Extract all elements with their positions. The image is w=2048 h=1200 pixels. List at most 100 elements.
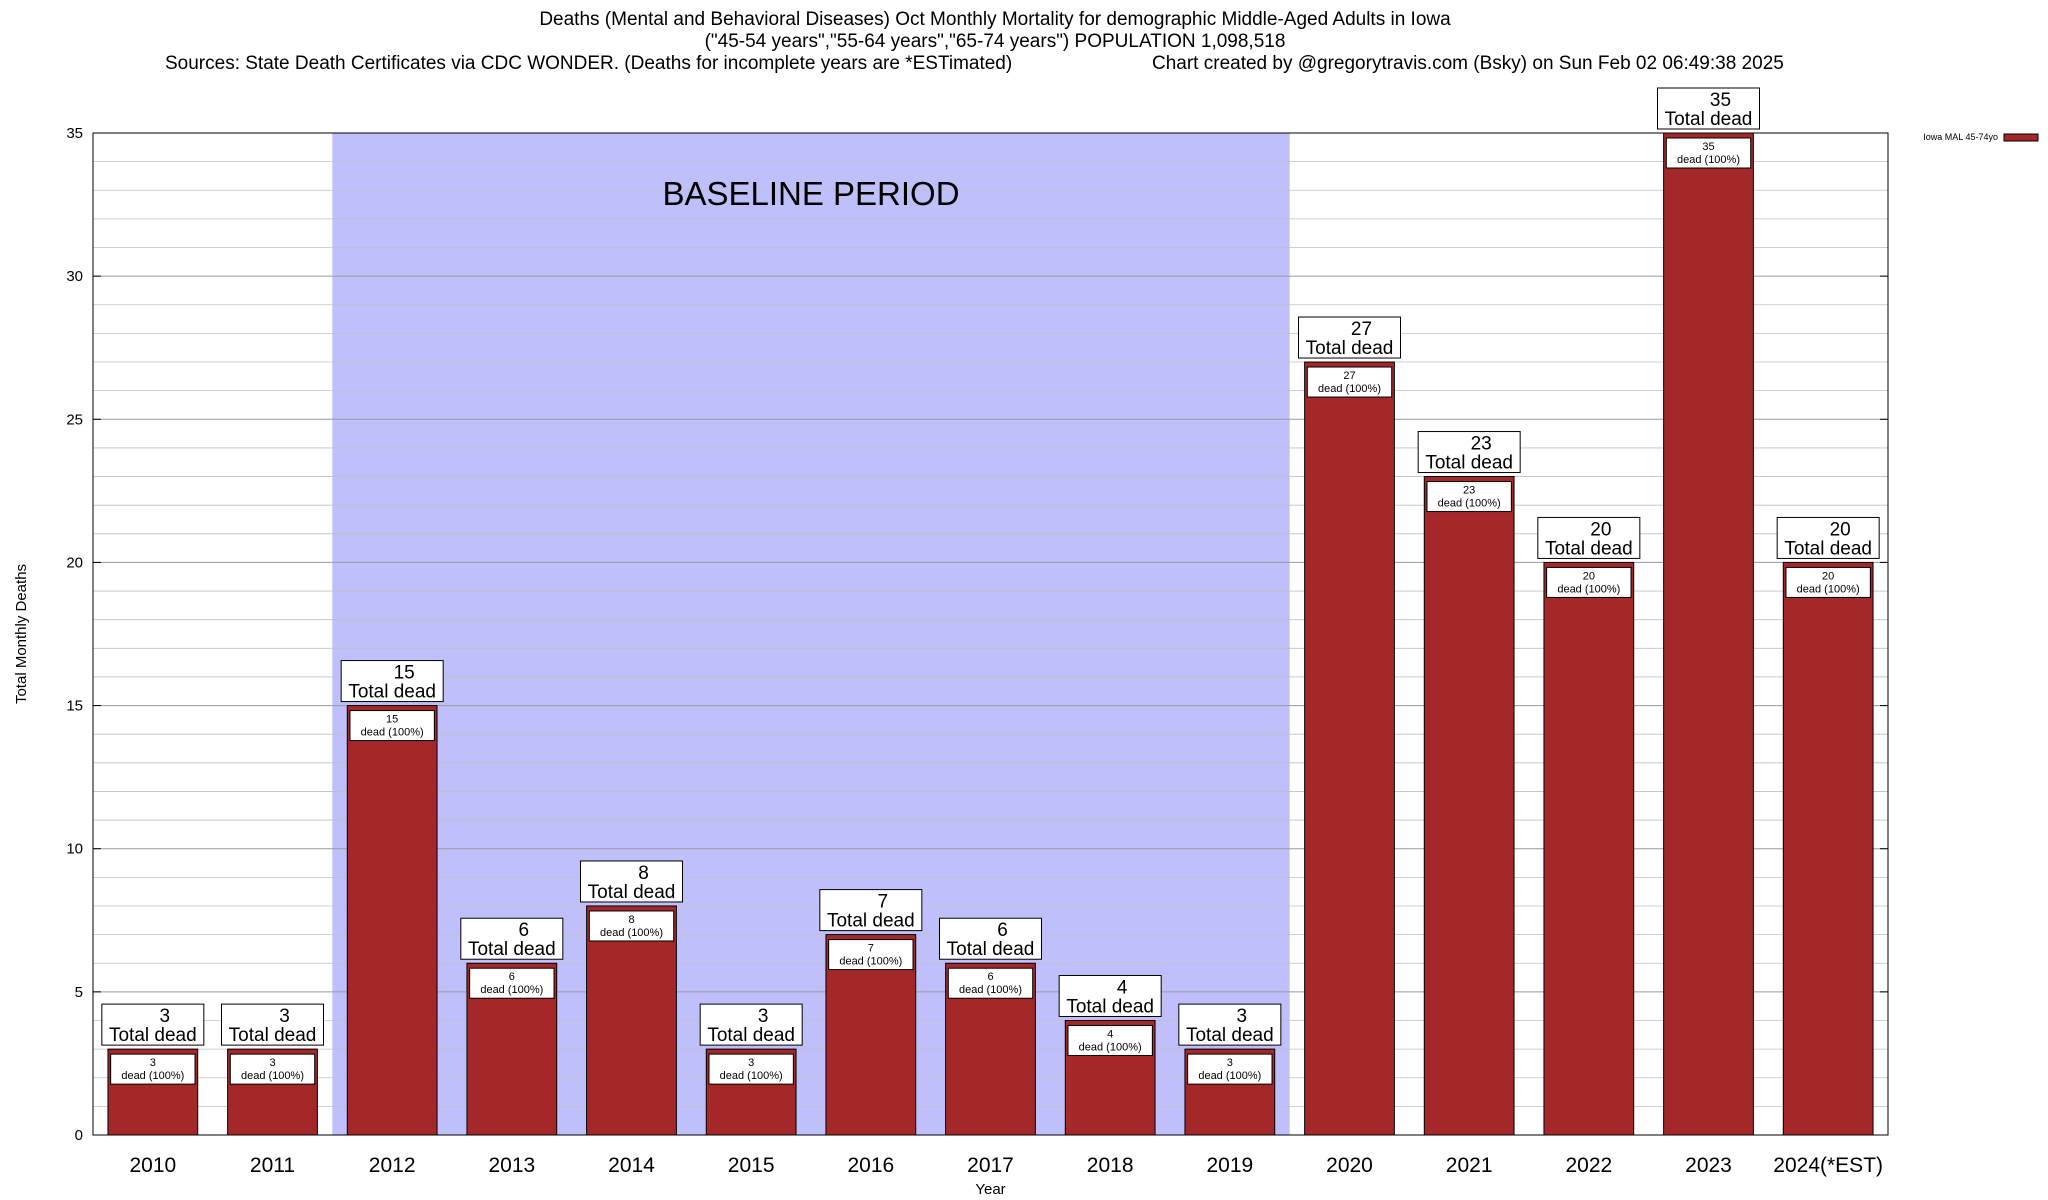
- bar-total-label-box: [699, 1003, 803, 1046]
- bar-inner-value-label: 3: [748, 1057, 754, 1069]
- bar: [1304, 361, 1395, 1136]
- bar-total-label-box: [1058, 974, 1162, 1017]
- bar-inner-label-box: [349, 710, 435, 742]
- bar-total-dead-label: Total dead: [468, 939, 556, 960]
- x-tick-label: 2020: [1326, 1154, 1373, 1177]
- bar-total-value-label: 4: [1117, 977, 1128, 998]
- chart-subtitle: ("45-54 years","55-64 years","65-74 year…: [704, 31, 1286, 52]
- bar: [1782, 561, 1874, 1136]
- bar-inner-value-label: 23: [1463, 485, 1475, 497]
- bar-total-dead-label: Total dead: [1665, 109, 1753, 130]
- x-tick-label: 2023: [1685, 1154, 1732, 1177]
- bar-inner-value-label: 6: [509, 971, 515, 983]
- bar-total-value-label: 20: [1590, 519, 1611, 540]
- bar-inner-value-label: 7: [868, 943, 874, 955]
- bar-total-label-box: [1178, 1003, 1282, 1046]
- chart-title: Deaths (Mental and Behavioral Diseases) …: [539, 9, 1451, 30]
- bar-total-value-label: 7: [878, 892, 889, 913]
- bar-total-dead-label: Total dead: [1784, 538, 1872, 559]
- y-tick-label: 35: [66, 125, 83, 142]
- legend-swatch: [2003, 133, 2039, 142]
- bar-total-label-box: [819, 889, 923, 932]
- bar-inner-label-box: [110, 1053, 196, 1085]
- bar-total-label-box: [1657, 87, 1760, 130]
- bar-total-dead-label: Total dead: [109, 1025, 197, 1046]
- bar-inner-dead-label: dead (100%): [720, 1070, 783, 1082]
- bar-total-label-box: [1298, 316, 1401, 359]
- bar-total-dead-label: Total dead: [827, 911, 915, 932]
- bar-inner-label-box: [828, 939, 914, 971]
- bar-total-dead-label: Total dead: [229, 1025, 317, 1046]
- bar-total-value-label: 3: [1237, 1006, 1248, 1027]
- x-tick-label: 2017: [967, 1154, 1014, 1177]
- y-tick-label: 10: [66, 841, 83, 858]
- bar-inner-label-box: [1665, 137, 1752, 169]
- bar-total-value-label: 3: [279, 1006, 290, 1027]
- chart-credit: Chart created by @gregorytravis.com (Bsk…: [1152, 53, 1784, 74]
- bar-inner-label-box: [1785, 566, 1871, 598]
- bar-total-dead-label: Total dead: [348, 682, 436, 703]
- bar-inner-dead-label: dead (100%): [1677, 154, 1740, 166]
- bar-inner-value-label: 3: [1227, 1057, 1233, 1069]
- bar-inner-value-label: 20: [1583, 570, 1595, 582]
- bar-inner-value-label: 3: [269, 1057, 275, 1069]
- bar-inner-label-box: [1306, 366, 1393, 398]
- y-tick-label: 20: [66, 554, 83, 571]
- bar-inner-label-box: [1067, 1024, 1153, 1056]
- y-tick-label: 25: [66, 411, 83, 428]
- x-tick-label: 2015: [728, 1154, 775, 1177]
- bar-total-label-box: [460, 917, 564, 960]
- bar-inner-dead-label: dead (100%): [241, 1070, 304, 1082]
- legend: Iowa MAL 45-74yo: [1923, 132, 2039, 142]
- bar-inner-label-box: [229, 1053, 316, 1085]
- x-tick-label: 2012: [369, 1154, 416, 1177]
- bar-total-label-box: [101, 1003, 205, 1046]
- y-axis-label: Total Monthly Deaths: [13, 564, 30, 704]
- bar-inner-label-box: [1187, 1053, 1273, 1085]
- x-tick-label: 2018: [1087, 1154, 1134, 1177]
- bar-inner-label-box: [947, 967, 1034, 999]
- bar-total-value-label: 20: [1830, 519, 1851, 540]
- bar-total-dead-label: Total dead: [1186, 1025, 1274, 1046]
- x-axis: 2010 2011 2012 2013 2014 2015 2016 2017 2018 2019…: [129, 1154, 1883, 1177]
- bar-total-label-box: [1776, 516, 1880, 559]
- x-tick-label: 2021: [1446, 1154, 1493, 1177]
- y-tick-label: 5: [75, 984, 83, 1001]
- bar-total-dead-label: Total dead: [1545, 538, 1633, 559]
- bar-inner-dead-label: dead (100%): [1318, 383, 1381, 395]
- bar-inner-label-box: [588, 910, 675, 942]
- bar: [1423, 476, 1515, 1136]
- bar-total-value-label: 3: [160, 1006, 171, 1027]
- bar: [1543, 561, 1635, 1136]
- bar-total-dead-label: Total dead: [707, 1025, 795, 1046]
- bar-total-dead-label: Total dead: [1425, 453, 1513, 474]
- x-axis-label: Year: [975, 1181, 1005, 1198]
- bar-total-value-label: 35: [1710, 90, 1731, 111]
- x-tick-label: 2014: [608, 1154, 655, 1177]
- bar-inner-dead-label: dead (100%): [121, 1070, 184, 1082]
- bar-total-value-label: 8: [638, 863, 649, 884]
- bar-total-value-label: 6: [519, 920, 530, 941]
- bar-inner-value-label: 8: [628, 914, 634, 926]
- bar-inner-dead-label: dead (100%): [1557, 583, 1620, 595]
- bar-inner-label-box: [1426, 481, 1512, 513]
- bar-total-label-box: [221, 1003, 324, 1046]
- x-tick-label: 2019: [1206, 1154, 1253, 1177]
- bar-inner-dead-label: dead (100%): [959, 984, 1022, 996]
- x-tick-label: 2011: [250, 1154, 295, 1177]
- bar-total-value-label: 15: [394, 663, 415, 684]
- x-tick-label: 2022: [1565, 1154, 1612, 1177]
- bar-inner-value-label: 15: [386, 714, 398, 726]
- bar-inner-value-label: 20: [1822, 570, 1834, 582]
- bar-total-value-label: 23: [1471, 434, 1492, 455]
- x-tick-label: 2010: [129, 1154, 176, 1177]
- bar-total-label-box: [1417, 431, 1521, 474]
- bar-inner-label-box: [708, 1053, 794, 1085]
- bar-inner-value-label: 27: [1343, 370, 1355, 382]
- y-tick-label: 30: [66, 268, 83, 285]
- bar-inner-dead-label: dead (100%): [1797, 583, 1860, 595]
- bar-inner-dead-label: dead (100%): [600, 927, 663, 939]
- bar-total-value-label: 3: [758, 1006, 769, 1027]
- bar-total-label-box: [340, 660, 444, 703]
